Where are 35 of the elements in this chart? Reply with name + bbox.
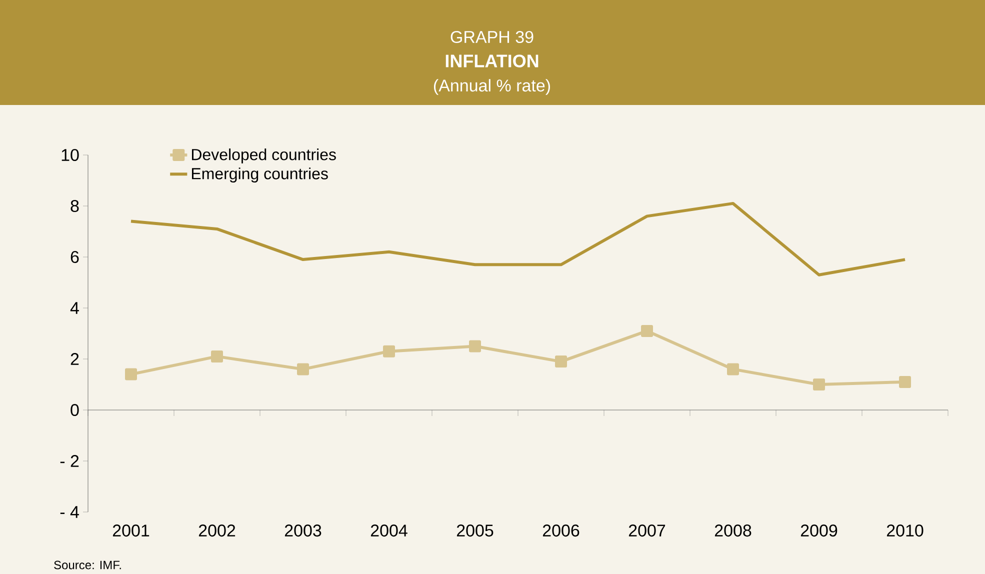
y-tick-label: - 4 <box>60 506 79 518</box>
chart-title: GRAPH 39 <box>450 30 534 44</box>
x-tick-label: 2003 <box>284 524 322 537</box>
x-tick-label: 2005 <box>456 524 494 537</box>
point <box>813 378 826 390</box>
legend-label: Emerging countries <box>192 168 328 183</box>
point <box>727 363 740 376</box>
y-tick-label: 4 <box>70 302 79 314</box>
source-note: Source: IMF. <box>54 560 121 570</box>
point <box>383 345 396 358</box>
point <box>555 356 568 368</box>
text: (Annual % rate) <box>434 79 550 95</box>
y-tick-label: 6 <box>70 250 79 264</box>
x-tick-label: 2004 <box>370 524 408 537</box>
x-tick-label: 2010 <box>886 524 924 537</box>
y-tick-label: - 2 <box>60 455 79 467</box>
point <box>899 376 912 388</box>
y-tick-label: 2 <box>70 353 79 365</box>
point <box>125 368 138 380</box>
x-tick-label: 2001 <box>112 524 150 537</box>
x-tick-label: 2006 <box>542 524 580 537</box>
y-tick-label: 10 <box>62 148 79 162</box>
point <box>641 324 654 337</box>
point <box>469 340 482 352</box>
x-tick-label: 2009 <box>800 524 838 537</box>
y-tick-label: 0 <box>70 404 79 416</box>
chart-subtitle: INFLATION <box>446 54 538 68</box>
x-tick-label: 2008 <box>714 524 752 537</box>
x-tick-label: 2007 <box>628 524 666 537</box>
point <box>211 350 224 362</box>
point <box>297 363 310 376</box>
legend-label: Developed countries <box>192 148 336 164</box>
y-tick-label: 8 <box>70 200 79 212</box>
line-series <box>130 202 907 276</box>
x-tick-label: 2002 <box>198 524 236 537</box>
